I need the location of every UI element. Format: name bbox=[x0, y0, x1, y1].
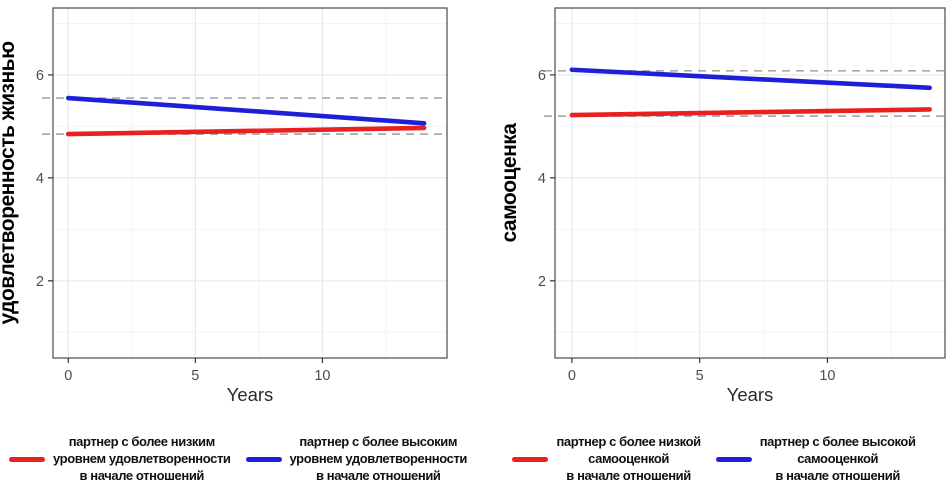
panel-background bbox=[555, 8, 945, 358]
x-tick-label: 5 bbox=[696, 368, 704, 384]
red-line-swatch-icon bbox=[9, 456, 45, 462]
trend-line bbox=[569, 67, 932, 91]
x-tick-label: 5 bbox=[191, 368, 199, 384]
y-tick-label: 2 bbox=[36, 274, 44, 290]
legend-item-high-satisfaction: партнер с более высоким уровнем удовлетв… bbox=[245, 434, 468, 485]
y-axis-title: самооценка bbox=[498, 123, 521, 243]
red-line-swatch-icon bbox=[512, 456, 549, 462]
panel-border bbox=[554, 7, 946, 359]
x-tick-label: 10 bbox=[819, 368, 835, 384]
panel-background bbox=[53, 8, 447, 358]
y-tick-label: 2 bbox=[538, 274, 546, 290]
plot-life-satisfaction: 0 5 10 2 4 6 Years удовлетворенность жизнью bbox=[0, 7, 448, 404]
legend-label-low-satisfaction: партнер с более низким уровнем удовлетво… bbox=[53, 434, 231, 483]
blue-line-swatch-icon bbox=[715, 456, 752, 462]
x-tick-label: 0 bbox=[568, 368, 576, 384]
legend-self-esteem: партнер с более низкой самооценкой в нач… bbox=[476, 434, 952, 485]
y-tick-label: 4 bbox=[538, 171, 546, 187]
y-tick-label: 6 bbox=[538, 68, 546, 84]
trend-line bbox=[569, 107, 932, 118]
y-axis-title: удовлетворенность жизнью bbox=[0, 41, 19, 325]
trend-line bbox=[65, 125, 427, 137]
y-tick-label: 6 bbox=[36, 68, 44, 84]
legend-label-low-self-esteem: партнер с более низкой самооценкой в нач… bbox=[556, 434, 701, 483]
x-axis-title: Years bbox=[727, 384, 774, 404]
legend-item-low-satisfaction: партнер с более низким уровнем удовлетво… bbox=[9, 434, 231, 485]
chart-self-esteem: 0 5 10 2 4 6 Years самооценка партнер с более н… bbox=[476, 0, 952, 504]
blue-line-swatch-icon bbox=[245, 456, 282, 462]
x-tick-label: 0 bbox=[64, 368, 72, 384]
x-axis-title: Years bbox=[227, 384, 274, 404]
legend-item-low-self-esteem: партнер с более низкой самооценкой в нач… bbox=[512, 434, 701, 485]
chart-life-satisfaction: 0 5 10 2 4 6 Years удовлетворенность жизнью пар… bbox=[0, 7, 476, 485]
y-tick-label: 4 bbox=[36, 171, 44, 187]
plot-self-esteem: 0 5 10 2 4 6 Years самооценка bbox=[498, 7, 946, 404]
trend-line bbox=[65, 95, 427, 126]
legend-life-satisfaction: партнер с более низким уровнем удовлетво… bbox=[0, 434, 476, 485]
legend-label-high-satisfaction: партнер с более высоким уровнем удовлетв… bbox=[289, 434, 468, 483]
panel-border bbox=[52, 7, 448, 359]
legend-label-high-self-esteem: партнер с более высокой самооценкой в на… bbox=[759, 434, 916, 483]
legend-item-high-self-esteem: партнер с более высокой самооценкой в на… bbox=[715, 434, 916, 485]
x-tick-label: 10 bbox=[314, 368, 330, 384]
